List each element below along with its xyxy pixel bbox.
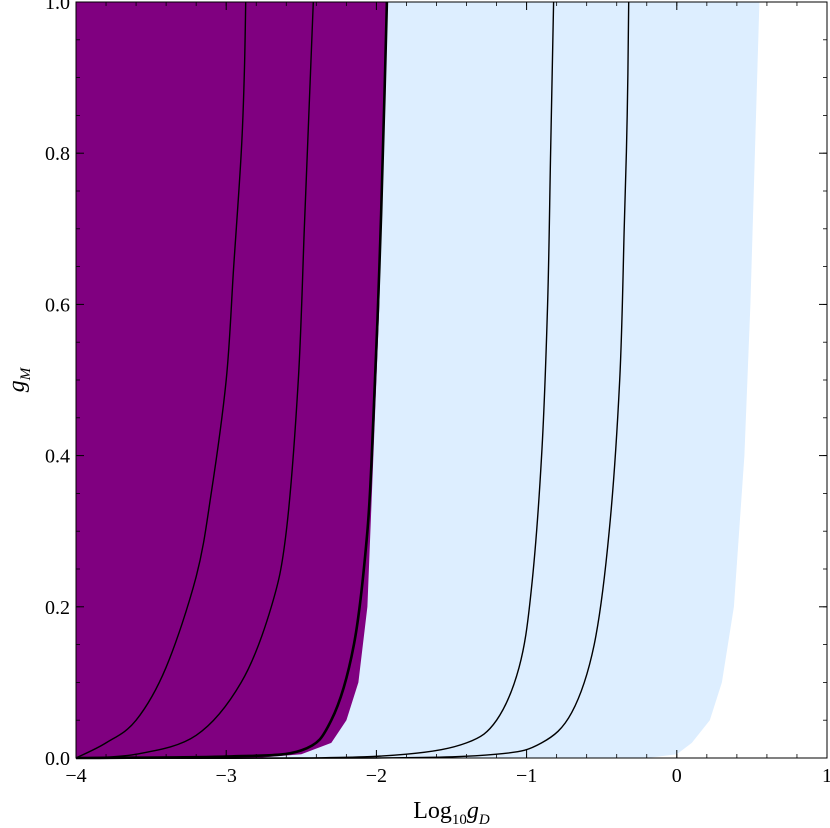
y-axis-label-var-sub: M (18, 366, 34, 381)
region-dark (76, 2, 387, 758)
y-axis-label-var: g (4, 380, 30, 392)
y-tick-label: 0.8 (45, 143, 70, 165)
y-axis: 0.0 0.2 0.4 0.6 0.8 1.0 (45, 0, 827, 770)
x-axis-label-var-sub: D (478, 812, 490, 828)
x-tick-label: 0 (672, 765, 682, 787)
curve-2 (75, 1, 314, 759)
x-tick-label: −3 (216, 765, 237, 787)
x-tick-label: −4 (65, 765, 86, 787)
x-axis-label-var: g (467, 798, 479, 824)
x-axis-label: Log10gD (413, 798, 490, 828)
x-tick-label: −1 (516, 765, 537, 787)
y-tick-label: 0.4 (45, 446, 70, 468)
x-axis-label-base: 10 (452, 812, 467, 828)
y-tick-label: 1.0 (45, 0, 70, 14)
x-axis: −4 −3 −2 −1 0 1 (65, 2, 830, 787)
x-axis-label-main: Log (413, 798, 452, 824)
curve-1 (75, 1, 247, 759)
x-tick-label: 1 (822, 765, 830, 787)
y-axis-label: gM (4, 366, 34, 392)
curve-3 (75, 1, 389, 760)
plot-area (75, 1, 760, 760)
x-tick-label: −2 (366, 765, 387, 787)
y-tick-label: 0.6 (45, 294, 70, 316)
y-tick-label: 0.0 (45, 748, 70, 770)
y-tick-label: 0.2 (45, 597, 70, 619)
